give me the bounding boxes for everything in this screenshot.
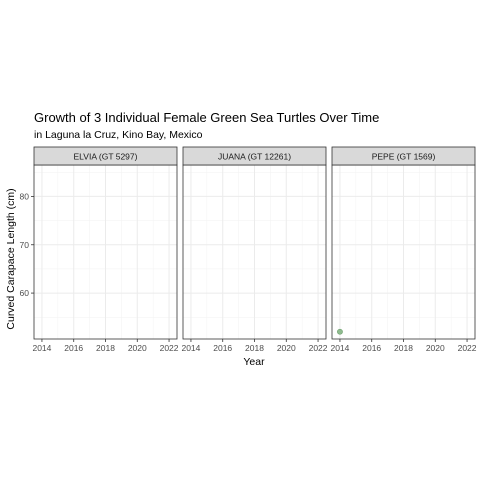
facet-strip-label: PEPE (GT 1569) bbox=[372, 152, 436, 162]
facet-strip-label: JUANA (GT 12261) bbox=[218, 152, 291, 162]
facet-strip bbox=[182, 146, 327, 166]
x-tick-label: 2016 bbox=[362, 343, 381, 353]
y-tick-label: 60 bbox=[20, 288, 30, 298]
x-tick-label: 2018 bbox=[394, 343, 413, 353]
facet-panels: ELVIA (GT 5297)2014 2016 2018 2020 2022JUANA… bbox=[32, 146, 477, 353]
facet-strip bbox=[33, 146, 178, 166]
x-tick-label: 2022 bbox=[160, 343, 179, 353]
x-tick-label: 2014 bbox=[330, 343, 349, 353]
facet-strip bbox=[331, 146, 476, 166]
x-tick-label: 2016 bbox=[213, 343, 232, 353]
y-axis-title: Curved Carapace Length (cm) bbox=[5, 188, 17, 329]
facet-panel: PEPE (GT 1569) 2014 2016 2018 2020 2022 bbox=[330, 146, 477, 353]
chart-title: Growth of 3 Individual Female Green Sea … bbox=[34, 110, 379, 125]
x-tick-label: 2014 bbox=[32, 343, 51, 353]
x-tick-label: 2014 bbox=[181, 343, 200, 353]
x-tick-label: 2022 bbox=[309, 343, 328, 353]
x-axis-title: Year bbox=[243, 356, 265, 368]
x-tick-label: 2020 bbox=[426, 343, 445, 353]
facet-panel: ELVIA (GT 5297) 2014 2016 2018 2020 2022 bbox=[32, 146, 179, 353]
x-tick-label: 2020 bbox=[277, 343, 296, 353]
x-tick-label: 2018 bbox=[245, 343, 264, 353]
y-axis: 60 70 80 bbox=[20, 191, 34, 298]
data-point bbox=[337, 328, 343, 335]
facet-panel: JUANA (GT 12261) 2014 2016 2018 2020 2022 bbox=[181, 146, 328, 353]
x-tick-label: 2020 bbox=[128, 343, 147, 353]
x-tick-label: 2022 bbox=[458, 343, 477, 353]
y-tick-label: 80 bbox=[20, 191, 30, 201]
facet-strip-label: ELVIA (GT 5297) bbox=[74, 152, 138, 162]
x-tick-label: 2018 bbox=[96, 343, 115, 353]
y-tick-label: 70 bbox=[20, 240, 30, 250]
x-tick-label: 2016 bbox=[64, 343, 83, 353]
chart-subtitle: in Laguna la Cruz, Kino Bay, Mexico bbox=[34, 129, 203, 141]
